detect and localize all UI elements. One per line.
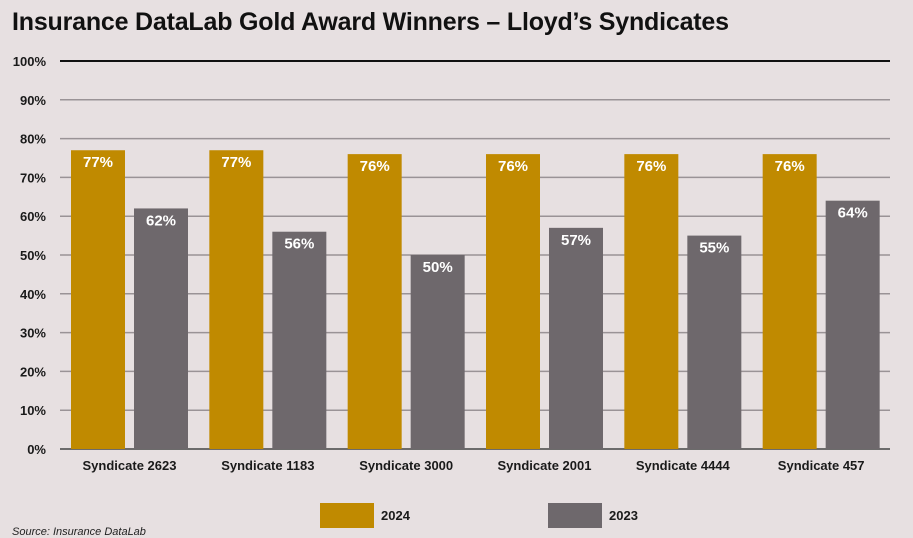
bars: 77% 62% 77% 56% 76% 50% 76% 57% 76% 55% 76% 64% — [71, 150, 880, 450]
legend-label-2023: 2023 — [609, 508, 638, 523]
bar-value-label: 62% — [146, 212, 176, 229]
y-tick-label: 10% — [20, 403, 46, 418]
legend: 2024 2023 — [320, 503, 638, 528]
bar-2023-6 — [825, 200, 880, 449]
bar-2024-6 — [762, 154, 817, 449]
bar-2024-3 — [347, 154, 402, 449]
bar-2023-1 — [134, 208, 188, 449]
y-tick-label: 80% — [20, 132, 46, 147]
x-category-label: Syndicate 457 — [778, 458, 865, 473]
bar-value-label: 56% — [284, 236, 314, 253]
bar-2024-2 — [209, 150, 264, 450]
x-category-label: Syndicate 4444 — [636, 458, 731, 473]
bar-2024-1 — [71, 150, 125, 450]
x-category-label: Syndicate 2001 — [498, 458, 592, 473]
y-axis-ticks: 0% 10% 20% 30% 40% 50% 60% 70% 80% 90% 100% — [13, 54, 47, 457]
y-tick-label: 30% — [20, 326, 46, 341]
bar-value-label: 77% — [221, 154, 251, 171]
x-category-label: Syndicate 3000 — [359, 458, 453, 473]
bar-value-label: 64% — [838, 205, 868, 222]
x-axis-categories: Syndicate 2623 Syndicate 1183 Syndicate 30… — [83, 458, 865, 473]
bar-2023-2 — [272, 231, 327, 449]
y-tick-label: 100% — [13, 54, 47, 69]
source-note: Source: Insurance DataLab — [12, 526, 146, 538]
y-tick-label: 60% — [20, 209, 46, 224]
y-tick-label: 40% — [20, 287, 46, 302]
x-category-label: Syndicate 2623 — [83, 458, 177, 473]
bar-value-label: 57% — [561, 232, 591, 249]
x-category-label: Syndicate 1183 — [221, 458, 314, 473]
y-tick-label: 70% — [20, 170, 46, 185]
grid-lines — [60, 60, 890, 450]
y-tick-label: 0% — [27, 442, 46, 457]
bar-2023-4 — [549, 227, 603, 449]
bar-value-label: 55% — [699, 240, 729, 257]
bar-value-label: 50% — [423, 259, 453, 276]
y-tick-label: 50% — [20, 248, 46, 263]
bar-value-label: 77% — [83, 154, 113, 171]
legend-label-2024: 2024 — [381, 508, 411, 523]
bar-value-label: 76% — [498, 158, 528, 175]
bar-value-label: 76% — [636, 158, 666, 175]
legend-swatch-2024 — [320, 503, 374, 528]
bar-value-label: 76% — [360, 158, 390, 175]
legend-swatch-2023 — [548, 503, 602, 528]
bar-2023-5 — [687, 235, 742, 449]
bar-value-label: 76% — [775, 158, 805, 175]
bar-2023-3 — [410, 255, 465, 449]
bar-2024-5 — [624, 154, 679, 449]
bar-2024-4 — [486, 154, 540, 449]
y-tick-label: 90% — [20, 93, 46, 108]
y-tick-label: 20% — [20, 364, 46, 379]
chart-title: Insurance DataLab Gold Award Winners – L… — [12, 8, 729, 36]
